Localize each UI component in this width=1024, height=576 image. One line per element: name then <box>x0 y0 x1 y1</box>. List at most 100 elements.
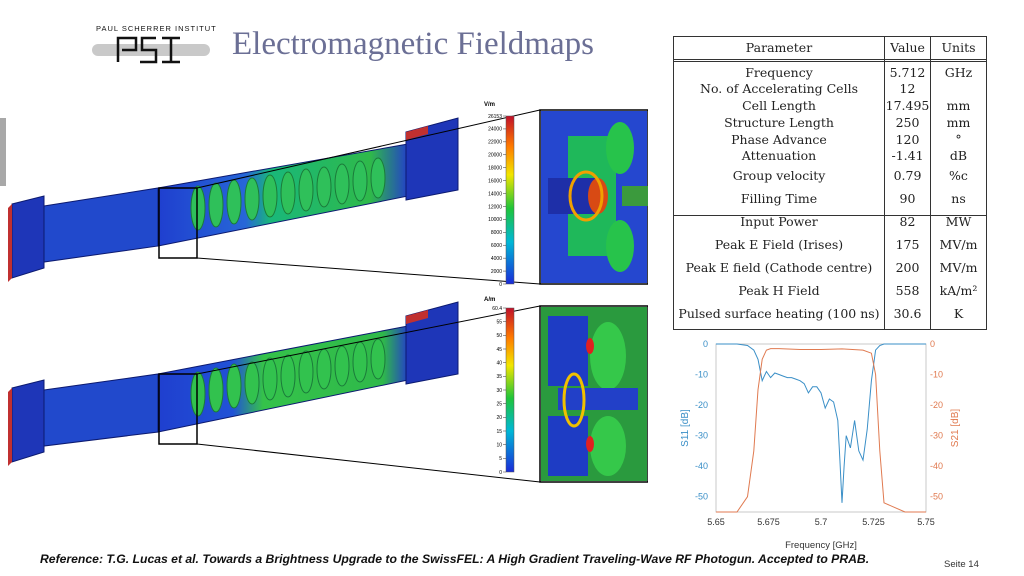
table-cell-units: K <box>953 306 964 321</box>
table-cell-value: 90 <box>899 191 916 206</box>
y-tick-label-right: -50 <box>930 492 943 502</box>
colorbar-tick-label: 55 <box>496 319 502 325</box>
colorbar-tick-label: 10 <box>496 442 502 448</box>
colorbar-tick-label: 0 <box>499 282 502 288</box>
x-tick-label: 5.7 <box>815 517 828 527</box>
table-cell-value: 175 <box>895 237 920 252</box>
colorbar-tick-label: 26153 <box>488 114 502 120</box>
header-units: Units <box>941 40 976 55</box>
y-tick-label-right: -30 <box>930 431 943 441</box>
colorbar-tick-label: 2000 <box>491 269 502 275</box>
colorbar-tick-label: 20 <box>496 415 502 421</box>
colorbar-tick-label: 10000 <box>488 217 502 223</box>
y-tick-label-left: -50 <box>695 492 708 502</box>
s21-series-line <box>716 348 926 513</box>
table-cell-value: 5.712 <box>889 65 926 80</box>
y-tick-label-left: -30 <box>695 431 708 441</box>
hfield-colorbar-unit: A/m <box>484 297 495 303</box>
table-cell-units: kA/m² <box>939 283 978 298</box>
header-parameter: Parameter <box>745 40 813 55</box>
colorbar-tick-label: 4000 <box>491 256 502 262</box>
table-cell-parameter: Peak E field (Cathode centre) <box>685 260 873 275</box>
table-cell-units: mm <box>946 98 971 113</box>
table-cell-units: mm <box>946 115 971 130</box>
institute-name: PAUL SCHERRER INSTITUT <box>96 24 217 33</box>
y-tick-label-right: 0 <box>930 339 935 349</box>
colorbar-tick-label: 30 <box>496 388 502 394</box>
chart-ylabel-right: S21 [dB] <box>950 409 961 448</box>
colorbar-tick-label: 45 <box>496 347 502 353</box>
colorbar-tick-label: 22000 <box>488 140 502 146</box>
table-cell-parameter: Peak E Field (Irises) <box>714 237 844 252</box>
table-cell-units: MW <box>945 214 972 229</box>
colorbar-tick-label: 35 <box>496 374 502 380</box>
colorbar-tick-label: 12000 <box>488 204 502 210</box>
colorbar-tick-label: 8000 <box>491 230 502 236</box>
s-parameter-chart: 5.65 5.675 5.7 5.725 5.75 0 0 -10 -10 -20 -20 -30 -3… <box>680 339 961 550</box>
hfield-zoom-panel <box>539 305 648 483</box>
table-cell-parameter: Group velocity <box>732 168 826 183</box>
table-cell-units: MV/m <box>939 237 978 252</box>
table-cell-parameter: Pulsed surface heating (100 ns) <box>678 306 880 321</box>
table-cell-units: %c <box>949 168 968 183</box>
table-cell-units: MV/m <box>939 260 978 275</box>
hfield-zoom-box <box>158 373 198 445</box>
y-tick-label-right: -20 <box>930 400 943 410</box>
table-cell-value: 17.495 <box>885 98 930 113</box>
page-title: Electromagnetic Fieldmaps <box>232 26 594 62</box>
colorbar-tick-label: 16000 <box>488 178 502 184</box>
table-cell-value: 120 <box>895 132 920 147</box>
efield-geometry <box>8 117 459 282</box>
y-tick-label-left: 0 <box>703 339 708 349</box>
y-tick-label-left: -10 <box>695 370 708 380</box>
table-cell-value: 82 <box>899 214 916 229</box>
table-cell-parameter: Frequency <box>745 65 813 80</box>
table-cell-parameter: Peak H Field <box>738 283 820 298</box>
colorbar-tick-label: 6000 <box>491 243 502 249</box>
efield-colorbar-unit: V/m <box>484 102 495 108</box>
table-cell-value: 0.79 <box>893 168 922 183</box>
table-cell-parameter: Attenuation <box>741 148 817 163</box>
table-cell-units: ns <box>951 191 966 206</box>
table-cell-parameter: Phase Advance <box>731 132 827 147</box>
header-value: Value <box>890 40 925 55</box>
efield-zoom-box <box>158 187 198 259</box>
page-number: Seite 14 <box>944 559 979 570</box>
efield-fieldmap: V/m 261532400022000200001800016000140001… <box>8 102 648 288</box>
table-cell-value: 12 <box>899 81 916 96</box>
efield-zoom-panel <box>539 109 648 285</box>
table-cell-parameter: Input Power <box>740 214 818 229</box>
table-cell-units: dB <box>949 148 968 163</box>
hfield-geometry <box>8 301 459 466</box>
table-cell-parameter: No. of Accelerating Cells <box>700 81 858 96</box>
x-tick-label: 5.675 <box>757 517 780 527</box>
colorbar-tick-label: 0 <box>499 470 502 476</box>
colorbar-tick-label: 14000 <box>488 191 502 197</box>
parameter-table: Parameter Value Units Frequency 5.712 GHz N… <box>673 36 987 330</box>
colorbar-tick-label: 40 <box>496 360 502 366</box>
x-tick-label: 5.65 <box>707 517 725 527</box>
colorbar-tick-label: 60.4 <box>492 306 502 312</box>
x-tick-label: 5.75 <box>917 517 935 527</box>
y-tick-label-left: -40 <box>695 461 708 471</box>
psi-logo: PAUL SCHERRER INSTITUT <box>92 24 216 68</box>
reference-citation: Reference: T.G. Lucas et al. Towards a B… <box>40 552 870 566</box>
colorbar-tick-label: 20000 <box>488 153 502 159</box>
table-cell-value: 250 <box>895 115 920 130</box>
side-accent-bar <box>0 118 6 186</box>
table-cell-value: 30.6 <box>893 306 922 321</box>
colorbar-tick-label: 24000 <box>488 127 502 133</box>
table-cell-parameter: Cell Length <box>742 98 816 113</box>
colorbar-tick-label: 25 <box>496 401 502 407</box>
colorbar-tick-label: 50 <box>496 333 502 339</box>
table-cell-parameter: Filling Time <box>740 191 818 206</box>
x-tick-label: 5.725 <box>862 517 885 527</box>
s11-series-line <box>716 343 926 503</box>
y-tick-label-left: -20 <box>695 400 708 410</box>
colorbar-tick-label: 18000 <box>488 165 502 171</box>
efield-colorbar: V/m 261532400022000200001800016000140001… <box>484 102 515 288</box>
table-cell-value: -1.41 <box>891 148 924 163</box>
colorbar-tick-label: 15 <box>496 429 502 435</box>
